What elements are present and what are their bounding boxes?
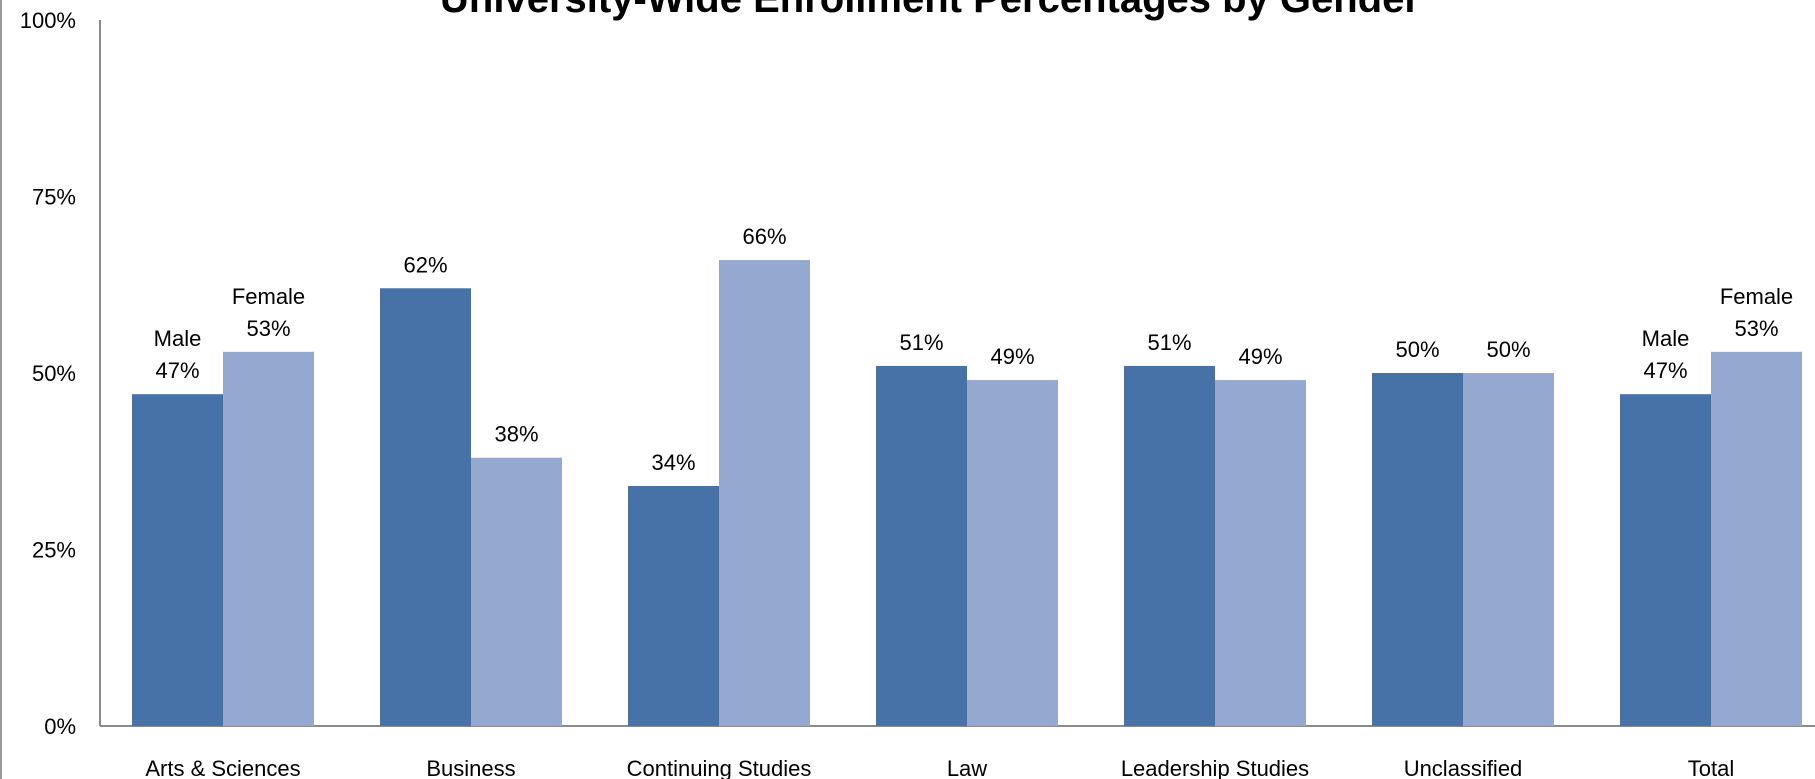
bar-female [1215, 380, 1306, 726]
y-tick-label: 25% [32, 538, 76, 563]
bar-female [1711, 351, 1802, 726]
bar-female [719, 260, 810, 726]
data-label-value: 47% [1643, 358, 1687, 383]
bar-male [132, 394, 223, 726]
data-label-value: 47% [155, 358, 199, 383]
bar-male [380, 288, 471, 726]
bar-male [628, 485, 719, 726]
data-label-value: 53% [246, 316, 290, 341]
data-label-series-name: Male [154, 326, 202, 351]
y-tick-label: 75% [32, 185, 76, 210]
data-label-value: 50% [1395, 337, 1439, 362]
y-tick-label: 100% [20, 8, 76, 33]
y-tick-label: 0% [44, 714, 76, 739]
x-tick-label: Law [947, 756, 987, 779]
y-tick-label: 50% [32, 361, 76, 386]
data-label-value: 38% [494, 422, 538, 447]
chart-title: University-Wide Enrollment Percentages b… [440, 0, 1420, 21]
x-tick-label: Unclassified [1404, 756, 1523, 779]
data-label-value: 50% [1486, 337, 1530, 362]
data-label-series-name: Female [232, 284, 305, 309]
bar-female [471, 457, 562, 726]
x-tick-label: Leadership Studies [1121, 756, 1309, 779]
bar-male [1124, 365, 1215, 726]
data-label-value: 66% [742, 224, 786, 249]
bar-male [1620, 394, 1711, 726]
x-tick-label: Arts & Sciences [145, 756, 300, 779]
data-label-series-name: Female [1720, 284, 1793, 309]
x-tick-label: Total [1688, 756, 1734, 779]
x-tick-label: Business [426, 756, 515, 779]
bar-female [967, 380, 1058, 726]
data-label-series-name: Male [1642, 326, 1690, 351]
bar-male [876, 365, 967, 726]
bar-female [223, 351, 314, 726]
bar-female [1463, 373, 1554, 726]
data-label-value: 49% [990, 344, 1034, 369]
data-label-value: 49% [1238, 344, 1282, 369]
data-label-value: 53% [1734, 316, 1778, 341]
data-label-value: 51% [899, 330, 943, 355]
x-tick-label: Continuing Studies [627, 756, 812, 779]
bar-male [1372, 373, 1463, 726]
data-label-value: 62% [403, 252, 447, 277]
data-label-value: 34% [651, 450, 695, 475]
data-label-value: 51% [1147, 330, 1191, 355]
